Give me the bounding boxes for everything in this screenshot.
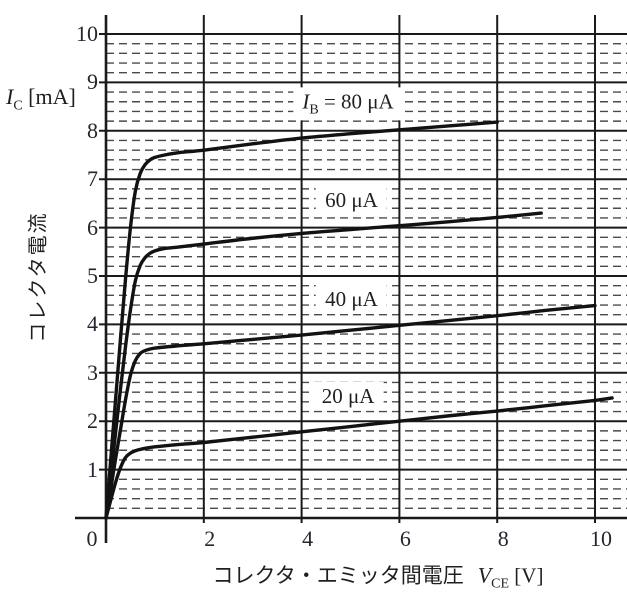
curve-40uA xyxy=(104,303,597,520)
curve-80uA xyxy=(104,120,499,520)
x-axis-title: コレクタ・エミッタ間電圧 VCE [V] xyxy=(213,559,544,592)
x-axis-unit: [V] xyxy=(514,563,544,588)
y-axis-unit: [mA] xyxy=(28,84,76,109)
y-axis-subscript: C xyxy=(13,98,23,114)
y-tick-label-7: 7 xyxy=(87,166,98,192)
curve-label-20uA: 20 μA xyxy=(312,381,384,411)
y-axis-title: IC [mA] xyxy=(6,84,76,114)
y-tick-label-9: 9 xyxy=(87,69,98,95)
y-axis-title-japanese: コレクタ電流 xyxy=(27,211,50,343)
x-axis-title-japanese: コレクタ・エミッタ間電圧 xyxy=(212,563,464,588)
base-current-value: = 80 μA xyxy=(318,89,394,114)
base-current-subscript: B xyxy=(309,102,319,118)
x-axis-subscript: CE xyxy=(491,576,510,592)
y-tick-label-8: 8 xyxy=(87,117,98,143)
base-current-symbol: I xyxy=(302,89,310,114)
y-tick-label-1: 1 xyxy=(87,456,98,482)
x-tick-label-6: 6 xyxy=(399,526,411,551)
y-tick-label-5: 5 xyxy=(87,263,98,288)
curve-label-60uA: 60 μA xyxy=(316,185,387,215)
curve-20uA xyxy=(104,396,614,520)
y-tick-label-2: 2 xyxy=(87,408,98,434)
curve-label-80uA: IB = 80 μA xyxy=(293,87,403,121)
x-axis-symbol: V xyxy=(477,562,492,588)
y-axis-symbol: I xyxy=(6,84,14,109)
y-tick-label-4: 4 xyxy=(87,311,98,337)
x-tick-label-8: 8 xyxy=(497,526,509,551)
x-tick-label-2: 2 xyxy=(204,526,216,551)
x-tick-label-4: 4 xyxy=(302,526,314,551)
curve-60uA xyxy=(104,211,543,520)
y-tick-label-10: 10 xyxy=(76,21,98,46)
y-tick-label-3: 3 xyxy=(87,359,98,385)
curve-label-40uA: 40 μA xyxy=(316,285,387,314)
x-tick-label-0: 0 xyxy=(86,526,98,551)
x-tick-label-10: 10 xyxy=(590,526,612,551)
y-tick-label-6: 6 xyxy=(87,214,98,240)
